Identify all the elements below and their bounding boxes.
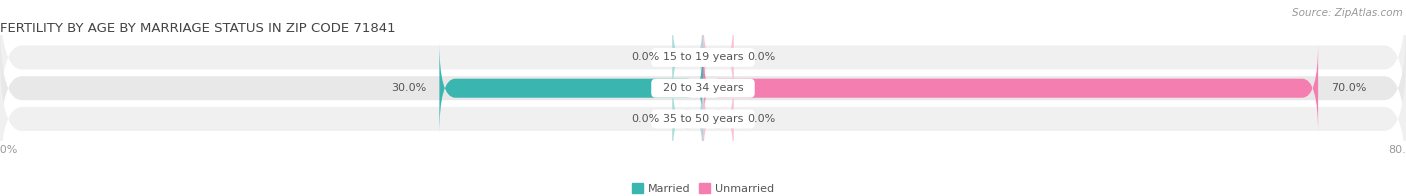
Legend: Married, Unmarried: Married, Unmarried <box>633 183 773 194</box>
Text: 30.0%: 30.0% <box>391 83 426 93</box>
Text: 35 to 50 years: 35 to 50 years <box>655 114 751 124</box>
FancyBboxPatch shape <box>0 0 1406 122</box>
FancyBboxPatch shape <box>672 73 703 165</box>
Text: 0.0%: 0.0% <box>747 114 775 124</box>
FancyBboxPatch shape <box>672 12 703 103</box>
Text: 0.0%: 0.0% <box>631 53 659 63</box>
FancyBboxPatch shape <box>703 12 734 103</box>
Text: Source: ZipAtlas.com: Source: ZipAtlas.com <box>1292 8 1403 18</box>
Text: 20 to 34 years: 20 to 34 years <box>655 83 751 93</box>
FancyBboxPatch shape <box>0 54 1406 184</box>
FancyBboxPatch shape <box>703 42 1319 134</box>
FancyBboxPatch shape <box>439 42 703 134</box>
FancyBboxPatch shape <box>0 23 1406 153</box>
FancyBboxPatch shape <box>703 73 734 165</box>
Text: 70.0%: 70.0% <box>1331 83 1367 93</box>
Text: 0.0%: 0.0% <box>631 114 659 124</box>
Text: FERTILITY BY AGE BY MARRIAGE STATUS IN ZIP CODE 71841: FERTILITY BY AGE BY MARRIAGE STATUS IN Z… <box>0 22 395 35</box>
Text: 15 to 19 years: 15 to 19 years <box>655 53 751 63</box>
Text: 0.0%: 0.0% <box>747 53 775 63</box>
